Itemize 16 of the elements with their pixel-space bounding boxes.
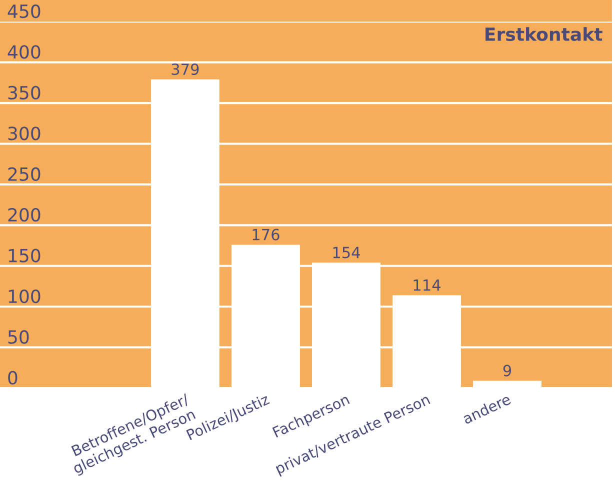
y-tick-label: 100 (8, 289, 40, 304)
data-label: 114 (414, 280, 440, 291)
data-label: 379 (172, 64, 199, 76)
data-label: 176 (252, 228, 280, 240)
y-tick-label: 150 (8, 248, 40, 262)
data-label: 154 (333, 246, 360, 258)
chart-title: Erstkontakt (486, 27, 602, 42)
data-label: 9 (503, 364, 512, 376)
y-tick-label: 300 (8, 126, 40, 140)
y-tick-label: 400 (8, 45, 40, 59)
y-tick-label: 200 (8, 208, 40, 222)
y-tick-label: 50 (8, 330, 29, 344)
y-tick-label: 350 (8, 86, 40, 100)
y-tick-label: 0 (8, 370, 18, 385)
y-tick-label: 250 (8, 167, 40, 181)
y-tick-label: 450 (8, 4, 40, 18)
